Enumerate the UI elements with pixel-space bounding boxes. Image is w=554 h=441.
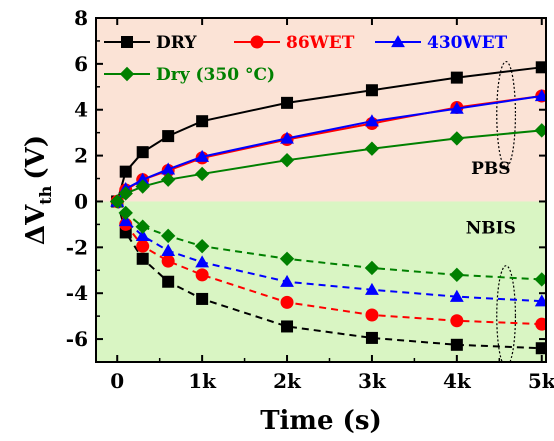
ellipse-annotation (496, 265, 517, 362)
y-tick-label: -6 (66, 327, 88, 351)
x-tick-label: 2k (273, 369, 302, 393)
data-point (449, 101, 464, 114)
data-point (280, 274, 294, 287)
series-line-nbis (116, 201, 542, 326)
data-point (160, 172, 176, 187)
svg-text:ΔVth(V): ΔVth (V) (21, 135, 55, 245)
data-point (534, 272, 546, 287)
legend: DRY 86WET 430WET Dry (350 °C) (104, 33, 508, 85)
y-tick-label: 2 (74, 144, 88, 168)
legend-item: Dry (350 °C) (104, 65, 275, 85)
x-tick-label: 3k (358, 369, 387, 393)
x-tick-label: 4k (443, 369, 472, 393)
data-point (535, 61, 546, 74)
series-dry-350-c- (110, 123, 546, 287)
data-point (136, 146, 149, 159)
data-point (250, 35, 264, 49)
data-point (279, 152, 295, 168)
data-point (119, 165, 132, 178)
y-axis-title-sub: th (36, 185, 55, 204)
legend-item: 430WET (375, 33, 508, 53)
data-point (135, 179, 150, 194)
data-point (161, 162, 176, 175)
ellipse-annotation (496, 60, 517, 168)
data-point (364, 141, 380, 156)
data-point (391, 35, 405, 48)
data-point (365, 282, 379, 295)
data-point (194, 166, 210, 182)
legend-label: 430WET (427, 33, 508, 53)
y-axis-title-unit: (V) (21, 135, 51, 180)
y-tick-label: 4 (74, 98, 88, 122)
data-point (365, 84, 378, 97)
data-point (450, 338, 463, 351)
data-point (136, 252, 149, 265)
data-point (196, 115, 209, 128)
y-axis-title: ΔVth (V) (21, 135, 55, 245)
data-point (121, 36, 133, 48)
legend-item: DRY (104, 33, 197, 53)
data-point (534, 89, 546, 102)
data-point (196, 292, 209, 305)
data-point (449, 289, 464, 302)
ellipse-annotations (496, 60, 517, 362)
y-tick-label: -2 (66, 235, 88, 259)
legend-item: 86WET (234, 33, 355, 53)
data-point (281, 96, 294, 109)
data-point (162, 275, 175, 288)
data-point (280, 295, 294, 309)
data-point (136, 239, 150, 253)
data-point (280, 131, 294, 144)
data-point (364, 260, 380, 276)
data-point (535, 342, 546, 355)
data-point (195, 268, 209, 282)
axis-ticks: 0 1k 2k 3k 4k 5k -6 -4 -2 0 2 4 6 8 (66, 6, 554, 393)
annotation-nbis: NBIS (466, 219, 516, 239)
y-tick-label: -4 (66, 281, 88, 305)
data-point (110, 194, 125, 209)
data-point (534, 123, 546, 138)
legend-label: Dry (350 °C) (156, 65, 275, 85)
x-tick-label: 1k (188, 369, 217, 393)
data-point (161, 243, 176, 256)
annotation-pbs: PBS (471, 159, 510, 179)
data-point (194, 238, 210, 254)
data-point (281, 320, 294, 333)
plot-frame (95, 17, 547, 363)
y-tick-label: 8 (74, 6, 88, 30)
region-annotations: PBS NBIS (466, 159, 516, 239)
data-point (279, 251, 295, 266)
y-tick-label: 0 (74, 189, 88, 213)
data-point (450, 71, 463, 84)
data-point (161, 254, 175, 268)
x-tick-label: 5k (528, 369, 554, 393)
data-point (534, 294, 546, 307)
legend-label: DRY (156, 33, 197, 53)
x-tick-label: 0 (110, 369, 124, 393)
data-point (365, 331, 378, 344)
data-point (135, 219, 150, 234)
data-point (118, 186, 133, 201)
data-point (135, 172, 150, 185)
data-point (449, 267, 465, 283)
data-point (118, 205, 133, 221)
data-point (162, 130, 175, 143)
data-point (449, 131, 465, 146)
series-layer (110, 61, 546, 355)
data-point (450, 314, 464, 328)
x-axis-title: Time (s) (260, 406, 382, 436)
data-point (195, 149, 210, 162)
data-point (535, 317, 546, 331)
legend-label: 86WET (286, 33, 355, 53)
y-axis-title-main: ΔV (21, 204, 51, 245)
data-point (160, 228, 176, 244)
y-tick-label: 6 (74, 52, 88, 76)
data-point (365, 114, 379, 127)
data-point (365, 308, 379, 322)
data-point (135, 228, 150, 242)
data-point (195, 255, 210, 268)
data-point (119, 66, 135, 82)
